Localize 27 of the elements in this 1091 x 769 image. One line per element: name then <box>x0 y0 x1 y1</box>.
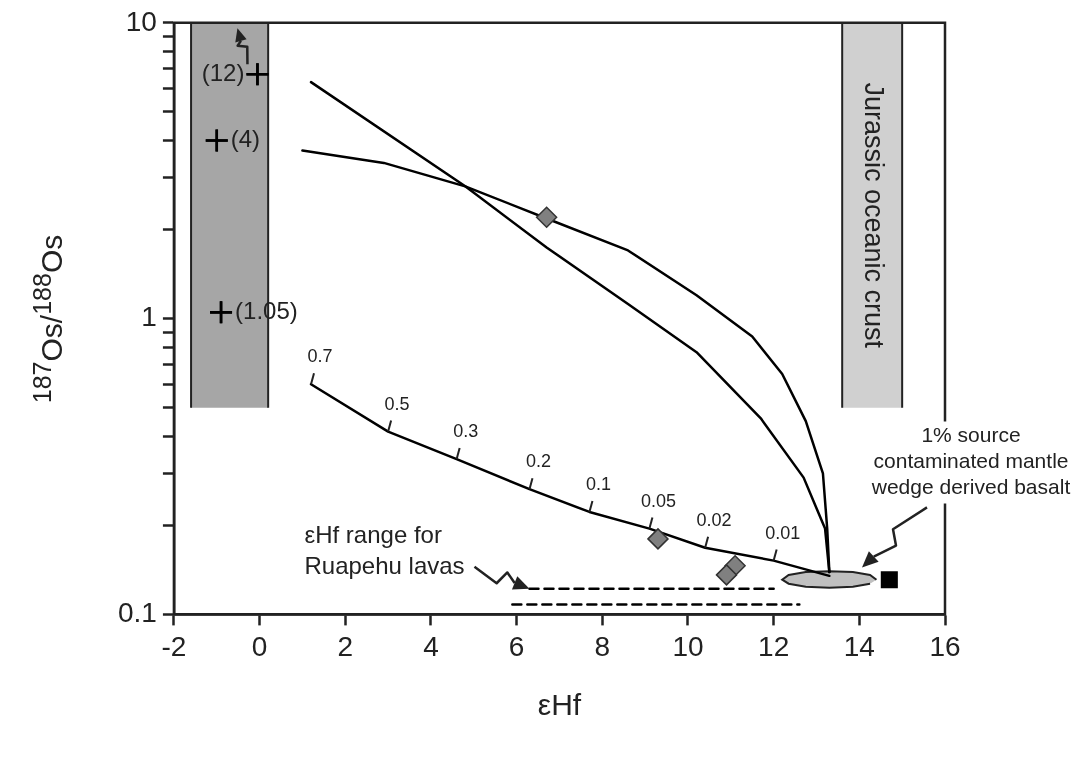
y-tick-label: 1 <box>141 301 157 333</box>
x-axis-title: εHf <box>537 688 582 722</box>
x-tick-label: 2 <box>337 630 354 662</box>
annotation: 0.7 <box>307 346 333 367</box>
annotation: (4) <box>230 125 261 153</box>
y-tick-label: 0.1 <box>117 597 157 629</box>
x-tick-label: 6 <box>508 630 525 662</box>
annotation: εHf range for Ruapehu lavas <box>304 521 465 580</box>
y-tick-label: 10 <box>125 5 157 37</box>
x-tick-label: 12 <box>758 630 790 662</box>
x-tick-label: 14 <box>843 630 875 662</box>
annotation: 0.2 <box>525 451 551 472</box>
annotation: 0.01 <box>765 522 801 543</box>
x-tick-label: 4 <box>423 630 439 662</box>
annotation: 0.02 <box>696 509 732 530</box>
x-tick-label: -2 <box>161 630 187 662</box>
x-tick-label: 10 <box>672 630 704 662</box>
series-label: Jurassic oceanic crust <box>858 82 889 349</box>
x-tick-label: 16 <box>929 630 961 662</box>
annotation: (12) <box>201 58 245 86</box>
x-tick-label: 0 <box>251 630 268 662</box>
annotation: 0.3 <box>453 421 479 442</box>
annotation: 0.05 <box>640 490 676 511</box>
x-tick-label: 8 <box>594 630 611 662</box>
annotation: 0.5 <box>384 393 410 414</box>
annotation: 0.1 <box>585 473 611 494</box>
annotation: 1% source contaminated mantle wedge derived basalt <box>870 423 1071 499</box>
